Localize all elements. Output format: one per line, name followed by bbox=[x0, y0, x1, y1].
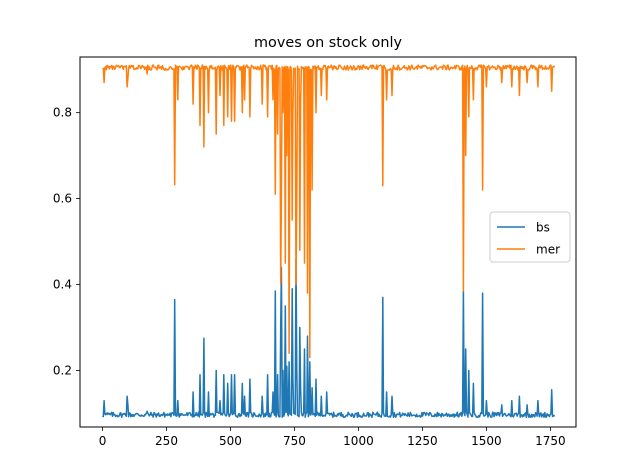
legend-label-mer: mer bbox=[536, 243, 560, 257]
y-tick-label: 0.8 bbox=[53, 106, 72, 120]
x-tick-label: 0 bbox=[99, 434, 107, 448]
legend-label-bs: bs bbox=[536, 221, 550, 235]
series-line-mer bbox=[102, 64, 555, 359]
x-tick-label: 1000 bbox=[343, 434, 374, 448]
chart-title: moves on stock only bbox=[254, 35, 402, 51]
x-tick-label: 1500 bbox=[471, 434, 502, 448]
x-tick-label: 250 bbox=[155, 434, 178, 448]
x-tick-label: 1250 bbox=[407, 434, 438, 448]
y-tick-label: 0.2 bbox=[53, 363, 72, 377]
y-tick-label: 0.6 bbox=[53, 192, 72, 206]
x-tick-label: 1750 bbox=[535, 434, 566, 448]
legend: bs mer bbox=[489, 211, 571, 263]
series-line-bs bbox=[102, 258, 555, 419]
x-axis: 0 250 500 750 1000 1250 1500 1750 bbox=[99, 427, 566, 448]
plot-area bbox=[102, 64, 555, 419]
y-tick-label: 0.4 bbox=[53, 278, 72, 292]
axes-frame bbox=[79, 56, 577, 428]
y-axis: 0.2 0.4 0.6 0.8 bbox=[53, 106, 80, 377]
x-tick-label: 750 bbox=[283, 434, 306, 448]
x-tick-label: 500 bbox=[219, 434, 242, 448]
